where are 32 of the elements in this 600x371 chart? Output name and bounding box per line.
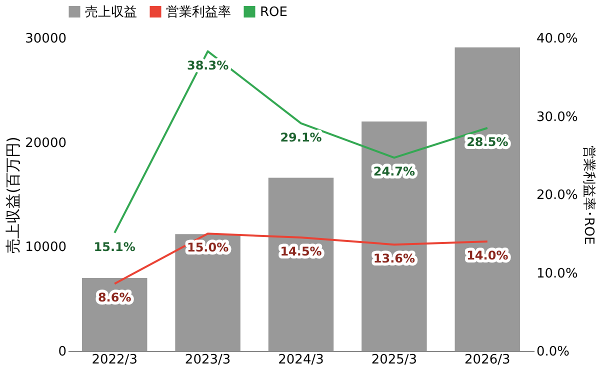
- y2-axis-title: 営業利益率･ROE: [580, 145, 597, 245]
- data-label: 14.5%: [280, 244, 322, 259]
- x-tick-label: 2026/3: [464, 352, 510, 368]
- legend-label: ROE: [260, 4, 288, 20]
- y-tick-label: 0: [58, 344, 66, 360]
- y2-tick-label: 20.0%: [536, 188, 578, 203]
- bar: [454, 47, 520, 351]
- x-tick-label: 2023/3: [184, 352, 231, 368]
- y-tick-label: 30000: [25, 32, 66, 46]
- data-label: 29.1%: [280, 130, 322, 144]
- y-tick-label: 20000: [25, 136, 66, 151]
- bar: [268, 178, 334, 351]
- y2-tick-label: 10.0%: [536, 266, 578, 282]
- data-label: 15.0%: [186, 240, 229, 255]
- data-label: 8.6%: [98, 290, 132, 305]
- y-axis-title: 売上収益(百万円): [4, 136, 22, 254]
- bar: [175, 234, 240, 351]
- y2-tick-label: 0.0%: [536, 344, 570, 360]
- data-label: 13.6%: [373, 252, 416, 266]
- legend-label: 売上収益: [85, 4, 137, 20]
- data-label: 28.5%: [466, 134, 508, 149]
- bar: [362, 121, 427, 351]
- x-tick-label: 2024/3: [278, 352, 324, 368]
- x-tick-label: 2025/3: [371, 352, 418, 368]
- legend-label: 営業利益率: [166, 4, 231, 20]
- data-label: 15.1%: [94, 240, 136, 254]
- y2-tick-label: 40.0%: [536, 32, 578, 46]
- y-tick-label: 10000: [25, 240, 66, 256]
- data-label: 14.0%: [466, 248, 508, 262]
- data-label: 24.7%: [373, 164, 416, 179]
- x-tick-label: 2022/3: [92, 352, 138, 368]
- y2-tick-label: 30.0%: [536, 110, 578, 125]
